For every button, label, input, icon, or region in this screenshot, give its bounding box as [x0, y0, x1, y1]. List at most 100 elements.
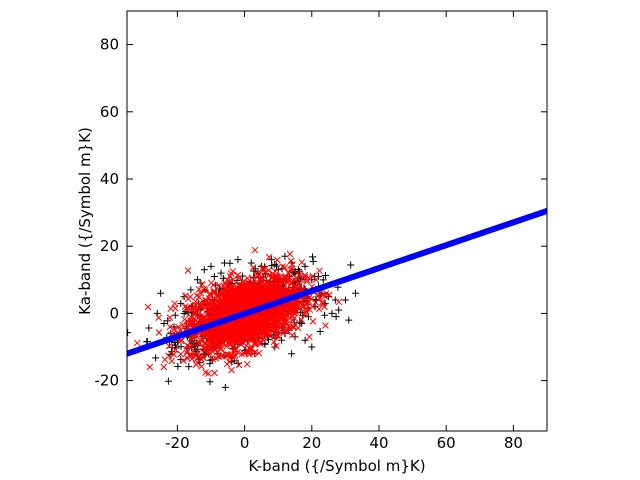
data-point-cross	[226, 354, 234, 362]
data-point-plus	[308, 343, 316, 351]
data-point-cross	[266, 295, 274, 303]
data-point-cross	[272, 272, 279, 280]
data-point-plus	[194, 276, 202, 284]
data-point-cross	[301, 273, 309, 281]
data-point-cross	[166, 314, 174, 321]
data-point-cross	[240, 290, 248, 297]
data-point-cross	[253, 314, 261, 322]
data-point-cross	[243, 285, 251, 292]
data-point-cross	[290, 286, 297, 294]
data-point-plus	[291, 333, 299, 341]
data-point-cross	[275, 281, 283, 289]
y-axis-label: Ka-band ({/Symbol m}K)	[76, 127, 94, 315]
data-point-cross	[259, 264, 267, 272]
data-point-plus	[160, 319, 168, 327]
data-point-cross	[222, 307, 229, 315]
fit-line	[127, 207, 547, 357]
data-point-cross	[280, 322, 288, 329]
data-point-cross	[222, 296, 229, 304]
data-point-plus	[217, 269, 225, 277]
data-point-plus	[177, 356, 185, 364]
data-point-cross	[179, 321, 186, 329]
data-point-plus	[319, 276, 327, 284]
data-point-cross	[170, 351, 178, 358]
data-point-cross	[215, 282, 223, 289]
data-point-cross	[297, 272, 305, 280]
data-point-plus	[164, 317, 172, 325]
data-point-cross	[171, 325, 178, 333]
data-point-plus	[200, 266, 208, 274]
y-tick-label: 20	[100, 237, 119, 255]
data-point-plus	[206, 360, 214, 368]
data-point-cross	[203, 349, 211, 356]
data-point-plus	[303, 294, 311, 302]
data-point-cross	[284, 320, 291, 327]
data-point-plus	[168, 343, 176, 351]
data-point-cross	[222, 280, 229, 287]
data-point-cross	[228, 366, 235, 374]
data-point-cross	[177, 350, 185, 358]
data-point-cross	[300, 303, 308, 310]
data-point-cross	[258, 280, 265, 288]
data-point-cross	[180, 357, 187, 365]
data-point-cross	[195, 352, 203, 360]
data-point-cross	[195, 293, 203, 301]
data-point-cross	[252, 338, 260, 346]
data-point-cross	[270, 338, 278, 346]
data-point-cross	[305, 333, 313, 341]
data-point-plus	[321, 311, 329, 319]
data-point-cross	[271, 326, 279, 333]
data-point-cross	[294, 275, 301, 283]
data-point-cross	[226, 337, 234, 345]
data-point-cross	[133, 339, 141, 347]
data-point-cross	[265, 272, 273, 279]
x-tick-label: 0	[240, 434, 250, 452]
data-point-cross	[168, 357, 176, 365]
data-point-cross	[232, 300, 240, 308]
data-point-cross	[201, 296, 209, 304]
data-point-plus	[301, 262, 309, 270]
data-point-cross	[226, 330, 233, 338]
data-point-cross	[161, 356, 169, 364]
data-point-cross	[198, 318, 205, 325]
data-point-cross	[206, 338, 214, 346]
data-point-cross	[228, 285, 236, 293]
data-point-cross	[272, 308, 279, 316]
data-point-cross	[218, 352, 225, 360]
data-point-cross	[226, 352, 234, 359]
data-point-plus	[210, 272, 218, 280]
data-point-cross	[194, 306, 202, 314]
data-point-cross	[321, 303, 328, 311]
data-point-cross	[261, 324, 268, 331]
data-point-cross	[183, 342, 191, 349]
data-point-cross	[309, 318, 317, 325]
data-point-cross	[281, 264, 289, 271]
data-point-cross	[211, 369, 218, 377]
data-point-cross	[286, 266, 294, 273]
data-point-cross	[192, 301, 199, 309]
data-point-plus	[272, 262, 280, 270]
data-point-cross	[230, 327, 238, 335]
data-point-cross	[248, 290, 256, 298]
data-point-cross	[249, 264, 257, 271]
data-point-cross	[312, 298, 319, 306]
data-point-cross	[187, 313, 195, 321]
data-point-plus	[187, 286, 195, 294]
data-point-cross	[251, 246, 259, 254]
data-point-cross	[201, 339, 209, 347]
data-point-plus	[207, 262, 215, 270]
data-point-cross	[321, 293, 329, 300]
data-point-cross	[319, 300, 327, 308]
data-point-plus	[174, 363, 182, 371]
data-point-plus	[171, 311, 179, 319]
data-point-plus	[177, 299, 185, 307]
data-point-plus	[274, 266, 282, 274]
y-tick-label: 80	[100, 36, 119, 54]
data-point-cross	[219, 301, 227, 308]
data-point-cross	[245, 344, 253, 352]
data-point-cross	[203, 302, 210, 310]
data-point-cross	[225, 278, 233, 286]
data-point-cross	[251, 319, 259, 327]
data-point-cross	[219, 340, 226, 347]
data-point-cross	[245, 351, 253, 358]
